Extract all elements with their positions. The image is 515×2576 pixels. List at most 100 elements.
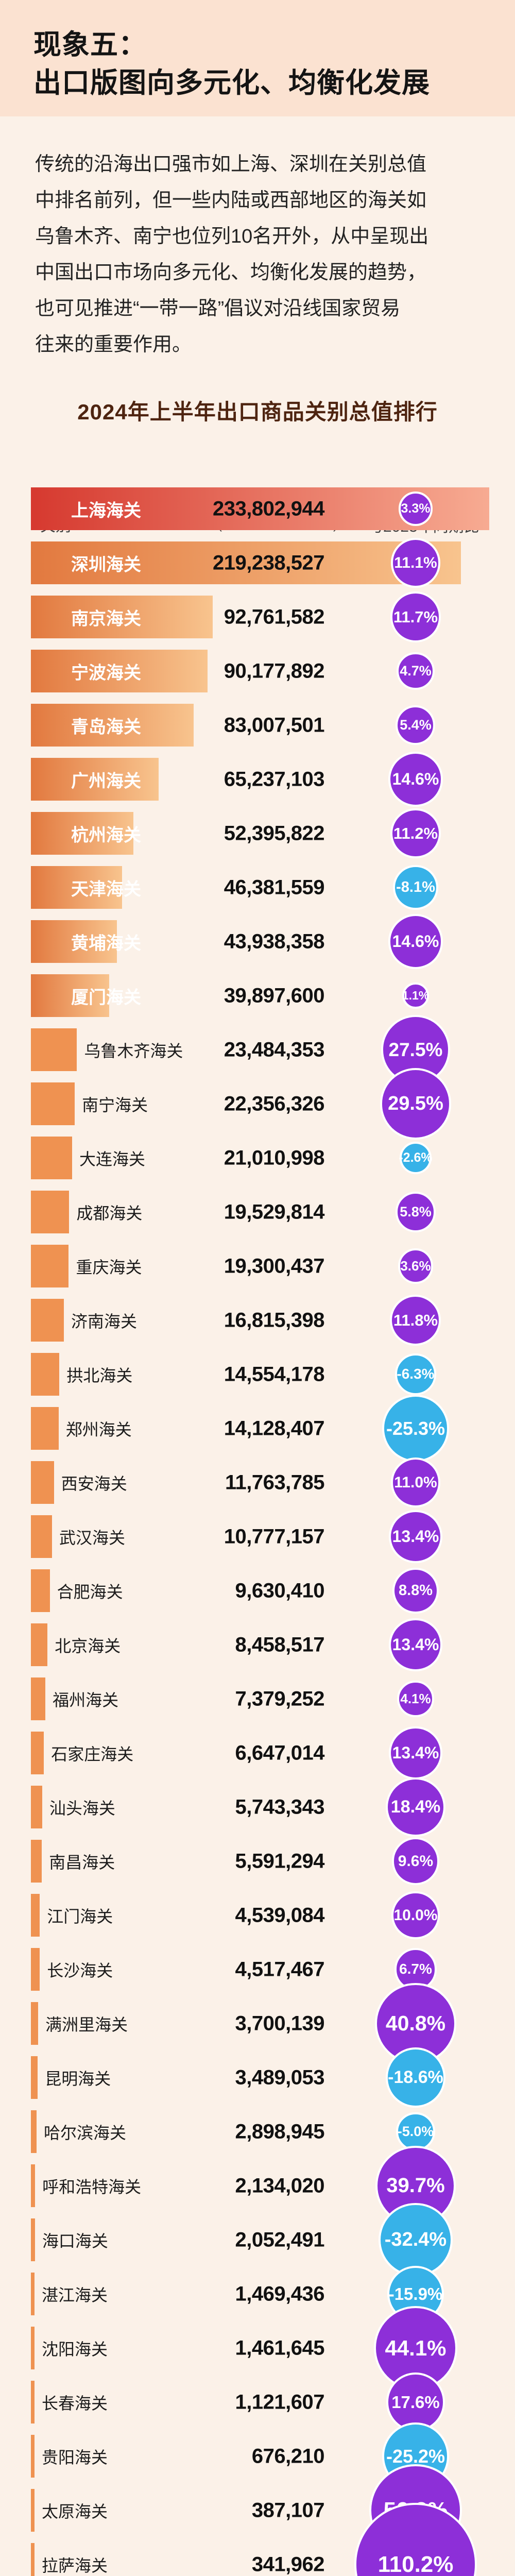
row-value: 52,395,822 <box>224 822 325 844</box>
yoy-badge: -8.1% <box>393 865 438 910</box>
table-row: 上海海关 233,802,944 3.3% <box>0 487 515 530</box>
yoy-badge: 11.8% <box>390 1295 441 1346</box>
row-bar: 宁波海关 <box>31 650 208 692</box>
row-label: 太原海关 <box>42 2502 108 2521</box>
row-value: 39,897,600 <box>224 984 325 1007</box>
intro-line: 乌鲁木齐、南宁也位列10名开外，从中呈现出 <box>35 226 429 247</box>
yoy-badge: 18.4% <box>386 1777 445 1837</box>
row-value: 8,458,517 <box>235 1633 325 1656</box>
yoy-badge: 5.4% <box>396 705 436 745</box>
yoy-badge: 29.5% <box>380 1068 452 1140</box>
row-bar <box>31 1299 64 1342</box>
row-label: 南宁海关 <box>82 1095 148 1114</box>
row-label: 汕头海关 <box>49 1799 115 1818</box>
table-row: 拉萨海关 341,962 110.2% <box>0 2503 515 2576</box>
row-value: 19,529,814 <box>224 1200 325 1223</box>
row-label: 南昌海关 <box>49 1853 115 1872</box>
row-value: 1,121,607 <box>235 2391 325 2413</box>
row-bar <box>31 1407 59 1450</box>
row-value: 4,539,084 <box>235 1904 325 1926</box>
row-value: 14,554,178 <box>224 1363 325 1385</box>
row-bar: 南京海关 <box>31 596 213 638</box>
row-value: 3,489,053 <box>235 2066 325 2089</box>
table-row: 湛江海关 1,469,436 -15.9% <box>0 2265 515 2323</box>
row-value: 16,815,398 <box>224 1309 325 1331</box>
row-value: 46,381,559 <box>224 876 325 899</box>
row-label: 厦门海关 <box>71 988 141 1007</box>
row-bar <box>31 1137 72 1179</box>
yoy-badge: 13.4% <box>389 1726 442 1780</box>
table-row: 沈阳海关 1,461,645 44.1% <box>0 2306 515 2390</box>
yoy-badge: 13.4% <box>389 1510 442 1564</box>
row-label: 深圳海关 <box>71 555 141 574</box>
table-row: 拱北海关 14,554,178 -6.3% <box>0 1353 515 1396</box>
yoy-badge: 11.2% <box>390 808 441 859</box>
yoy-badge: 17.6% <box>386 2372 445 2432</box>
row-bar <box>31 1677 46 1720</box>
table-row: 哈尔滨海关 2,898,945 -5.0% <box>0 2110 515 2153</box>
table-row: 西安海关 11,763,785 11.0% <box>0 1458 515 1507</box>
page-title-line2: 出口版图向多元化、均衡化发展 <box>33 67 430 98</box>
row-bar <box>31 2056 38 2099</box>
row-bar <box>31 1840 42 1883</box>
row-label: 湛江海关 <box>42 2285 108 2304</box>
yoy-badge: 4.1% <box>397 1680 434 1718</box>
row-value: 6,647,014 <box>235 1741 325 1764</box>
row-label: 西安海关 <box>61 1474 127 1493</box>
row-value: 43,938,358 <box>224 930 325 953</box>
yoy-badge: -18.6% <box>385 2047 446 2108</box>
row-label: 黄埔海关 <box>71 934 141 953</box>
yoy-badge: 8.8% <box>392 1567 439 1614</box>
row-label: 拱北海关 <box>66 1366 133 1385</box>
table-row: 重庆海关 19,300,437 3.6% <box>0 1245 515 1287</box>
row-label: 宁波海关 <box>71 663 141 683</box>
row-label: 成都海关 <box>76 1204 143 1223</box>
table-row: 广州海关 65,237,103 14.6% <box>0 752 515 807</box>
yoy-badge: 3.3% <box>398 492 433 526</box>
table-row: 海口海关 2,052,491 -32.4% <box>0 2202 515 2277</box>
title-block: 现象五： 出口版图向多元化、均衡化发展 <box>0 0 515 116</box>
table-row: 北京海关 8,458,517 13.4% <box>0 1618 515 1672</box>
yoy-badge: -25.3% <box>382 1395 450 1462</box>
row-bar: 杭州海关 <box>31 812 141 855</box>
row-bar <box>31 2110 37 2153</box>
yoy-badge: 5.8% <box>395 1192 436 1232</box>
table-row: 呼和浩特海关 2,134,020 39.7% <box>0 2145 515 2226</box>
yoy-badge: 44.1% <box>373 2306 458 2390</box>
row-bar <box>31 1623 48 1666</box>
row-label: 拉萨海关 <box>42 2556 108 2575</box>
row-bar <box>31 2273 35 2315</box>
chart-title: 2024年上半年出口商品关别总值排行 <box>77 400 438 424</box>
row-bar <box>31 1353 60 1396</box>
row-label: 江门海关 <box>47 1907 113 1926</box>
row-value: 83,007,501 <box>224 714 325 736</box>
row-value: 14,128,407 <box>224 1417 325 1439</box>
row-label: 石家庄海关 <box>51 1744 134 1764</box>
row-label: 合肥海关 <box>57 1582 123 1601</box>
yoy-badge: 1.1% <box>402 982 429 1009</box>
yoy-badge: 3.6% <box>398 1248 434 1284</box>
intro-line: 中国出口市场向多元化、均衡化发展的趋势， <box>35 262 427 283</box>
row-bar <box>31 2218 35 2261</box>
yoy-badge: -6.3% <box>394 1353 437 1395</box>
row-bar <box>31 1894 40 1937</box>
row-bar <box>31 1515 53 1558</box>
table-row: 郑州海关 14,128,407 -25.3% <box>0 1395 515 1462</box>
row-value: 7,379,252 <box>235 1687 325 1710</box>
table-row: 杭州海关 52,395,822 11.2% <box>0 808 515 859</box>
yoy-badge: -5.0% <box>396 2112 435 2151</box>
row-value: 1,469,436 <box>235 2282 325 2305</box>
row-value: 233,802,944 <box>213 497 324 520</box>
row-value: 4,517,467 <box>235 1958 325 1980</box>
table-row: 长春海关 1,121,607 17.6% <box>0 2372 515 2432</box>
page-title-line1: 现象五： <box>33 29 147 60</box>
table-row: 南京海关 92,761,582 11.7% <box>0 591 515 642</box>
row-value: 387,107 <box>251 2499 325 2521</box>
table-row: 成都海关 19,529,814 5.8% <box>0 1191 515 1233</box>
intro-line: 传统的沿海出口强市如上海、深圳在关别总值 <box>35 154 427 175</box>
table-row: 大连海关 21,010,998 -2.6% <box>0 1137 515 1179</box>
row-bar: 广州海关 <box>31 758 159 801</box>
row-value: 3,700,139 <box>235 2012 325 2035</box>
